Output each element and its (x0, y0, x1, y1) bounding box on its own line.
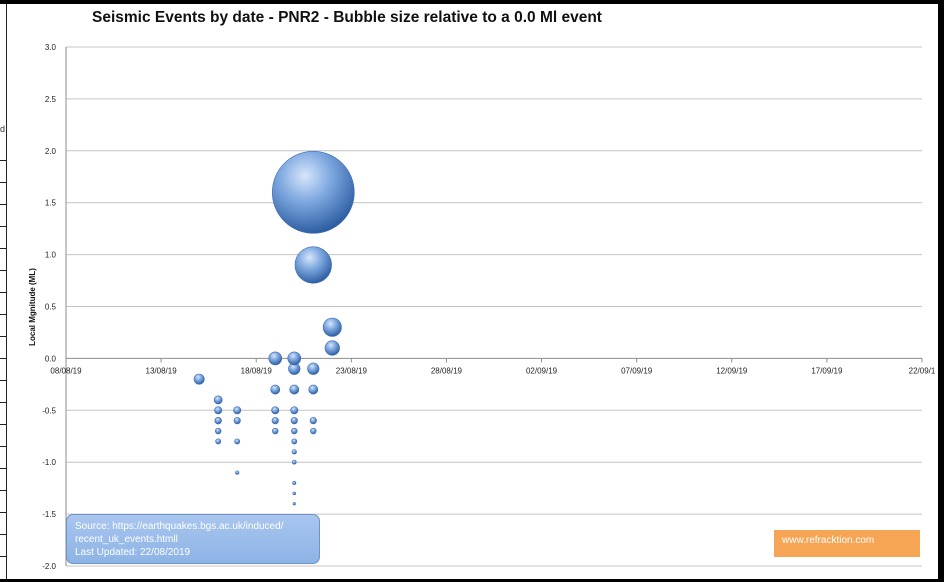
bubble-point (287, 351, 302, 366)
bubble-point (324, 340, 340, 356)
bubble-point (291, 438, 298, 445)
bubble-point (290, 417, 298, 425)
x-tick-label: 07/09/19 (621, 366, 653, 375)
bubble-point (291, 449, 297, 455)
x-tick-label: 13/08/19 (146, 366, 178, 375)
bubble-point (272, 427, 279, 435)
x-tick-label: 08/08/19 (50, 366, 82, 375)
source-line-1: Source: https://earthquakes.bgs.ac.uk/in… (75, 521, 284, 532)
x-tick-labels: 08/08/19 13/08/19 18/08/19 23/08/19 28/08/19… (50, 366, 935, 375)
bubble-point (233, 417, 241, 425)
website-label-box: www.refracktion.com (774, 530, 920, 557)
bubble-point (271, 417, 279, 425)
bubble-point (213, 395, 223, 405)
bubble-point (291, 427, 298, 435)
bubble-point (193, 373, 205, 385)
bubble-point (268, 351, 283, 366)
bubble-point (214, 406, 223, 415)
bubble-point (291, 459, 297, 465)
bubble-point (292, 491, 297, 496)
bubble-point (322, 317, 342, 337)
cropped-text-fragment: d (0, 124, 6, 134)
source-note-box: Source: https://earthquakes.bgs.ac.uk/in… (66, 514, 320, 564)
y-tick-label: 2.5 (45, 95, 57, 104)
bubble-point (214, 427, 222, 435)
bubble-point (215, 438, 222, 445)
bubble-point (271, 406, 280, 415)
gridlines (65, 46, 923, 567)
bubble-point (289, 384, 300, 395)
bubble-point (271, 151, 355, 234)
y-tick-label: 1.5 (45, 199, 57, 208)
x-tick-label: 18/08/19 (241, 366, 273, 375)
bubble-point (292, 481, 297, 485)
bubble-point (307, 362, 320, 375)
y-tick-label: 0.5 (45, 303, 57, 312)
bubble-point (309, 417, 317, 425)
bubble-point (310, 427, 317, 435)
source-line-3: Last Updated: 22/08/2019 (75, 547, 191, 558)
bubble-point (294, 246, 332, 284)
source-line-2: recent_uk_events.htmll (75, 534, 178, 545)
y-tick-label: -1.5 (42, 510, 56, 519)
y-tick-label: -2.0 (42, 562, 56, 571)
x-tick-label: 12/09/19 (716, 366, 748, 375)
y-tick-labels: 3.0 2.5 2.0 1.5 1.0 0.5 0.0 -0.5 -1.0 -1.5 -2.0 (42, 43, 56, 571)
y-tick-label: 2.0 (45, 147, 57, 156)
x-tick-label: 23/08/19 (336, 366, 368, 375)
bubble-point (290, 406, 299, 415)
y-tick-label: -1.0 (42, 458, 56, 467)
x-tick-label: 17/09/19 (811, 366, 843, 375)
y-tick-label: 1.0 (45, 251, 57, 260)
bubble-point (235, 470, 240, 475)
chart-title: Seismic Events by date - PNR2 - Bubble s… (92, 9, 602, 26)
bubble-point (292, 502, 296, 506)
right-frame-border (938, 0, 944, 582)
y-axis-label: Local Mgnitude (ML) (28, 268, 37, 346)
bubble-point (270, 384, 281, 395)
top-frame-border (0, 0, 944, 4)
x-tick-label: 28/08/19 (431, 366, 463, 375)
x-tick-label: 02/09/19 (526, 366, 558, 375)
y-tick-label: 0.0 (45, 354, 57, 363)
bubbles (193, 151, 355, 506)
bubble-point (234, 438, 241, 445)
left-frame-border (0, 0, 7, 582)
x-tick-label: 22/09/1 (909, 366, 936, 375)
y-tick-label: 3.0 (45, 43, 57, 52)
bubble-point (214, 417, 222, 425)
y-tick-label: -0.5 (42, 406, 56, 415)
bottom-frame-border (0, 579, 944, 582)
bubble-point (233, 406, 242, 415)
bubble-point (308, 384, 319, 395)
